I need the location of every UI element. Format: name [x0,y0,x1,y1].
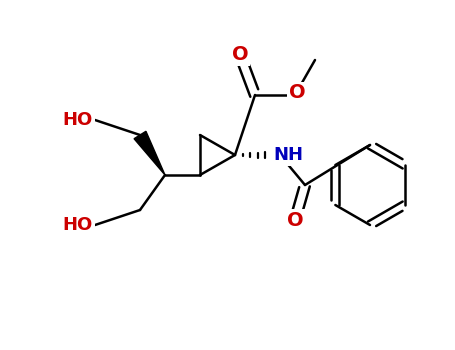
Text: O: O [232,46,248,64]
Polygon shape [134,131,165,175]
Text: O: O [287,210,303,230]
Text: HO: HO [63,111,93,129]
Text: NH: NH [273,146,303,164]
Text: O: O [288,84,305,103]
Text: HO: HO [63,216,93,234]
